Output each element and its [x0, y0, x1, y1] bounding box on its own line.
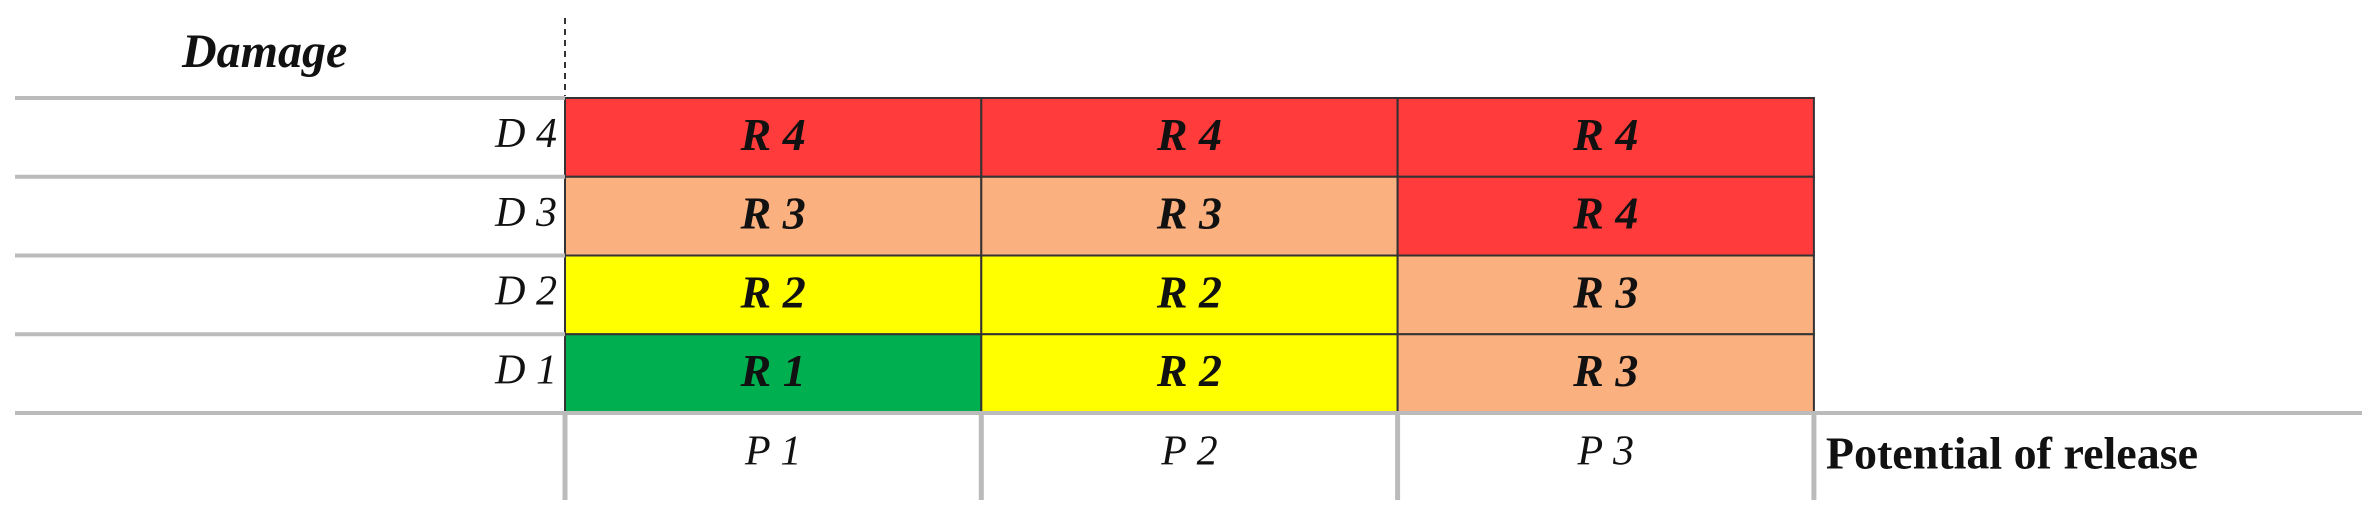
column-label: P 1	[744, 429, 801, 475]
cell-label: R 3	[1156, 188, 1222, 239]
risk-cell	[1396, 175, 1815, 257]
risk-cell	[564, 175, 983, 257]
cell-label: R 4	[740, 109, 806, 160]
cell-label: R 1	[740, 345, 806, 396]
column-label: P 2	[1160, 429, 1217, 475]
row-label: D 2	[494, 269, 557, 315]
cell-label: R 2	[1156, 266, 1222, 317]
cell-label: R 3	[1572, 345, 1638, 396]
risk-cell	[564, 333, 983, 414]
risk-cell	[980, 175, 1399, 257]
x-axis-title: Potential of release	[1826, 428, 2198, 479]
cell-label: R 4	[1156, 109, 1222, 160]
risk-cell	[980, 254, 1399, 336]
row-label: D 3	[494, 190, 557, 236]
row-label: D 1	[494, 347, 557, 393]
risk-cell	[1396, 254, 1815, 336]
cell-label: R 2	[740, 266, 806, 317]
cell-label: R 3	[1572, 266, 1638, 317]
risk-cell	[564, 254, 983, 336]
column-label: P 3	[1577, 429, 1634, 475]
cell-label: R 2	[1156, 345, 1222, 396]
cell-label: R 4	[1572, 109, 1638, 160]
row-label: D 4	[494, 111, 557, 157]
cell-label: R 4	[1572, 188, 1638, 239]
risk-cell	[1396, 333, 1815, 414]
risk-cell	[564, 97, 983, 178]
y-axis-title: Damage	[181, 25, 347, 78]
cell-label: R 3	[740, 188, 806, 239]
risk-cell	[980, 97, 1399, 178]
